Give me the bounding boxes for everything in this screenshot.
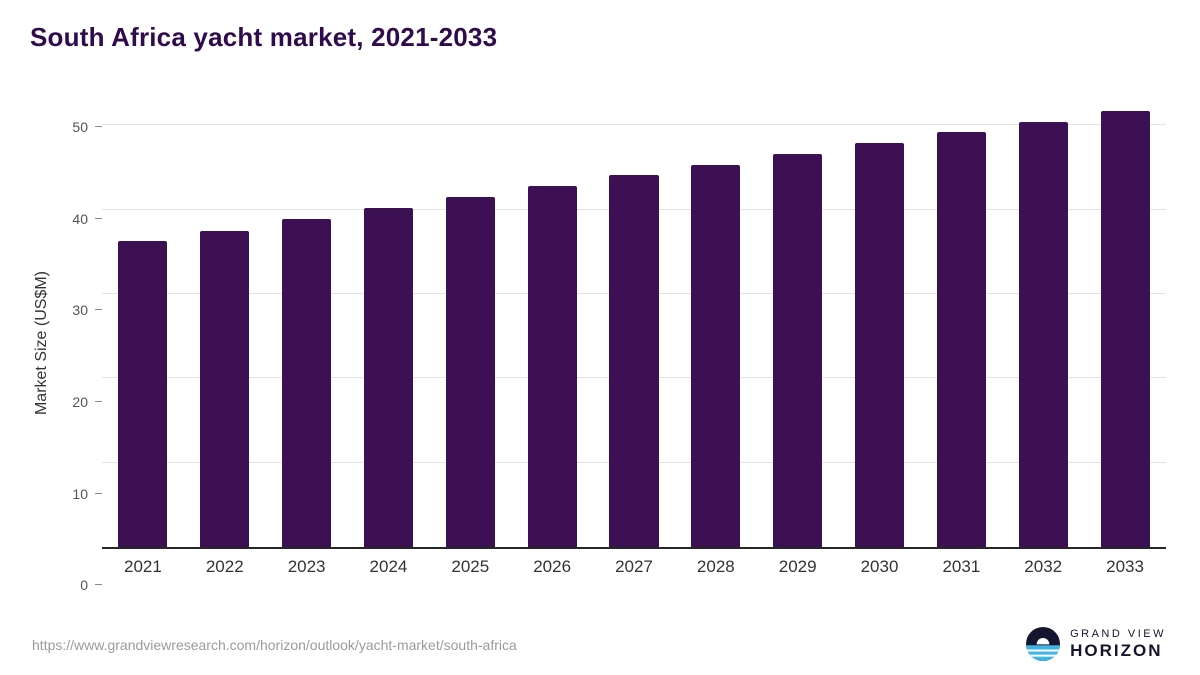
bar-slot — [1002, 100, 1084, 547]
bar-slot — [839, 100, 921, 547]
chart-title: South Africa yacht market, 2021-2033 — [30, 22, 498, 52]
bar-2023 — [282, 218, 332, 547]
y-tick-mark — [95, 309, 102, 311]
source-url: https://www.grandviewresearch.com/horizo… — [32, 637, 517, 653]
bars-container — [102, 100, 1166, 547]
x-tick-label-2022: 2022 — [205, 557, 244, 576]
bar-2031 — [936, 132, 986, 547]
bar-slot — [593, 100, 675, 547]
bar-2033 — [1100, 110, 1150, 547]
bar-2026 — [527, 186, 577, 547]
bar-slot — [266, 100, 348, 547]
bar-chart: Market Size (US$M) 0 10 20 30 40 50 2021 2022 2… — [28, 100, 1166, 593]
y-tick-mark — [95, 217, 102, 219]
x-tick-label-2025: 2025 — [451, 557, 490, 576]
x-tick-label-2033: 2033 — [1106, 557, 1144, 576]
bar-2024 — [363, 207, 413, 547]
y-tick-label: 40 — [72, 210, 88, 227]
bar-2025 — [445, 197, 495, 547]
bar-2022 — [200, 230, 250, 547]
bar-slot — [1084, 100, 1166, 547]
bar-slot — [102, 100, 184, 547]
bar-2028 — [691, 164, 741, 547]
bar-slot — [757, 100, 839, 547]
y-tick-mark — [95, 400, 102, 402]
y-tick-label: 30 — [72, 302, 88, 319]
gridline — [102, 124, 1166, 126]
logo-text: GRAND VIEW HORIZON — [1070, 628, 1166, 660]
bar-slot — [920, 100, 1002, 547]
bar-slot — [511, 100, 593, 547]
x-tick-label-2028: 2028 — [696, 557, 735, 576]
bar-2021 — [118, 240, 168, 547]
bar-2032 — [1018, 121, 1068, 547]
y-tick-label: 10 — [72, 485, 88, 502]
y-tick-mark — [95, 584, 102, 585]
x-tick-label-2024: 2024 — [369, 557, 408, 576]
y-tick-label: 20 — [72, 393, 88, 410]
x-tick-label-2030: 2030 — [860, 557, 899, 576]
x-tick-label-2021: 2021 — [124, 557, 162, 576]
bar-slot — [429, 100, 511, 547]
bar-slot — [348, 100, 430, 547]
bar-2030 — [854, 143, 905, 547]
x-tick-label-2026: 2026 — [533, 557, 572, 576]
bar-2029 — [773, 153, 823, 547]
logo-text-grand-view: GRAND VIEW — [1070, 627, 1166, 640]
bar-slot — [675, 100, 757, 547]
y-axis: Market Size (US$M) — [28, 100, 56, 585]
y-axis-label: Market Size (US$M) — [33, 270, 50, 415]
grand-view-horizon-logo: GRAND VIEW HORIZON — [1026, 627, 1166, 661]
x-tick-label-2032: 2032 — [1024, 557, 1063, 576]
x-axis-labels: 2021 2022 2023 2024 2025 2026 2027 2028 2029 2030… — [102, 549, 1166, 585]
horizon-sun-icon — [1026, 627, 1061, 661]
y-tick-label: 0 — [80, 577, 88, 593]
bar-2027 — [609, 175, 659, 547]
x-tick-label-2029: 2029 — [778, 557, 817, 576]
plot-column: 2021 2022 2023 2024 2025 2026 2027 2028 2029 2030… — [102, 100, 1166, 585]
bar-slot — [184, 100, 266, 547]
x-tick-label-2027: 2027 — [615, 557, 653, 576]
y-tick-mark — [95, 492, 102, 494]
x-tick-label-2023: 2023 — [287, 557, 326, 576]
y-tick-label: 50 — [72, 119, 88, 136]
x-tick-label-2031: 2031 — [942, 557, 981, 576]
plot-area — [102, 100, 1166, 549]
y-tick-mark — [95, 126, 102, 128]
y-axis-ticks: 0 10 20 30 40 50 — [56, 100, 102, 593]
logo-text-horizon: HORIZON — [1070, 640, 1163, 660]
